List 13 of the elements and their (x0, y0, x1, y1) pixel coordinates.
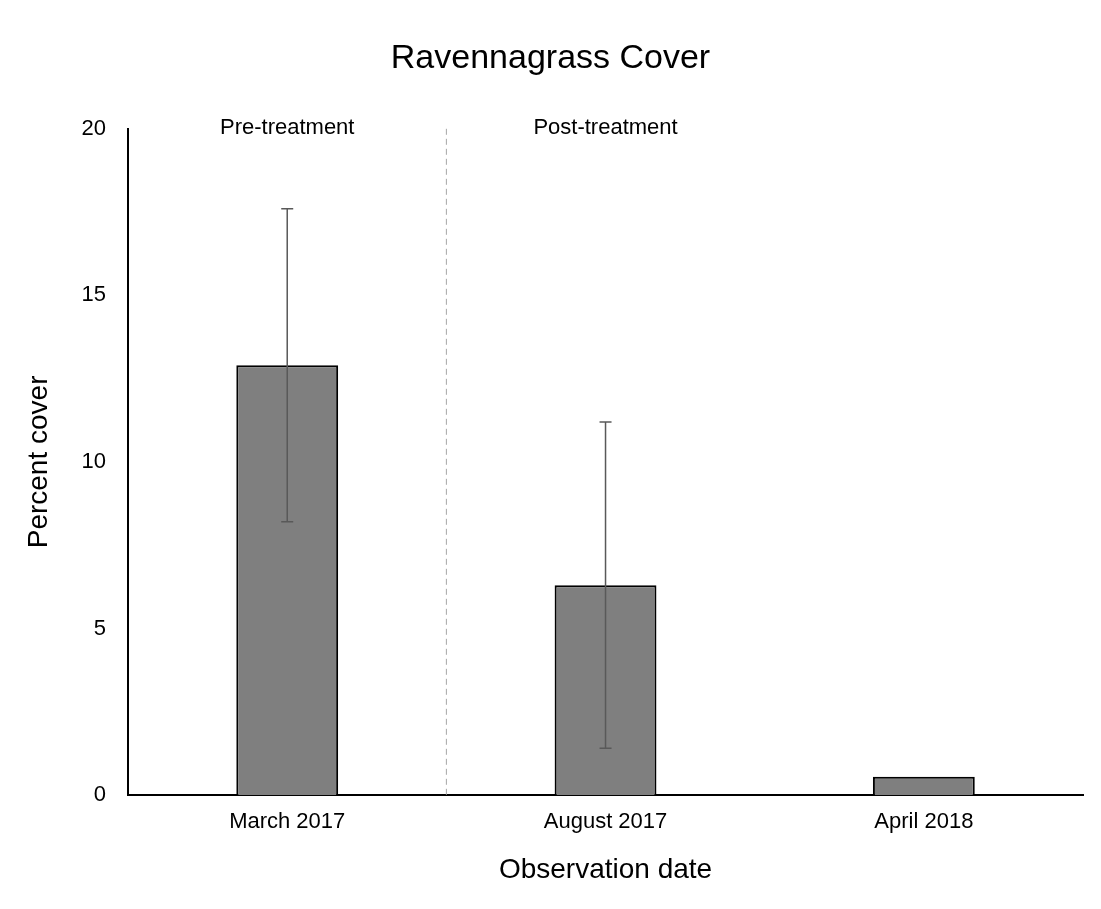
annotation: Post-treatment (533, 113, 678, 139)
y-tick-label: 20 (81, 114, 107, 140)
x-tick-label: April 2018 (874, 808, 974, 834)
chart-title: Ravennagrass Cover (390, 36, 711, 75)
y-axis-title: Percent cover (21, 375, 53, 549)
y-tick-label: 15 (81, 281, 107, 307)
x-tick-label: March 2017 (229, 808, 346, 834)
annotation: Pre-treatment (219, 113, 355, 139)
x-tick-label: August 2017 (543, 808, 668, 834)
x-axis-title: Observation date (498, 852, 713, 884)
y-tick-label: 5 (93, 614, 107, 640)
y-tick-label: 0 (93, 781, 107, 807)
y-tick-label: 10 (81, 447, 107, 473)
